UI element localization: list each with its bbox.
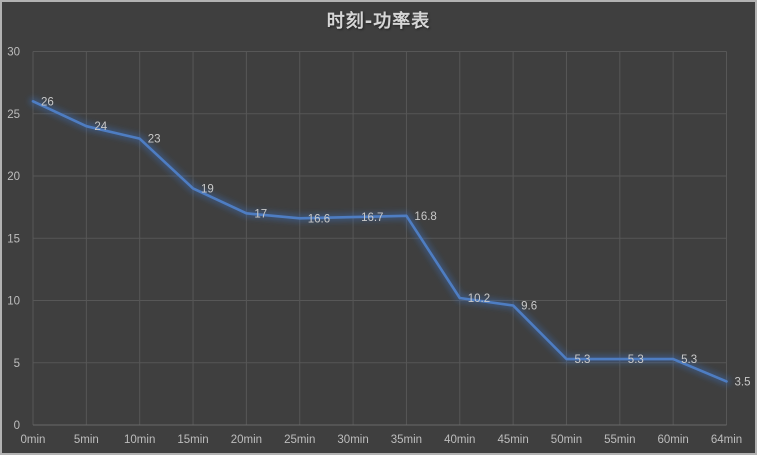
x-axis-tick-label: 20min (231, 434, 262, 446)
data-point-label: 9.6 (521, 300, 537, 312)
y-axis-tick-label: 0 (14, 420, 20, 432)
data-point-label: 5.3 (681, 354, 697, 366)
x-axis-tick-label: 45min (497, 434, 528, 446)
data-point-label: 24 (94, 121, 107, 133)
y-axis-tick-label: 30 (7, 47, 20, 59)
data-point-label: 3.5 (735, 376, 751, 388)
data-point-label: 17 (254, 208, 267, 220)
x-axis-tick-label: 50min (551, 434, 582, 446)
x-axis-tick-label: 60min (657, 434, 688, 446)
x-axis-tick-label: 10min (124, 434, 155, 446)
y-axis-tick-label: 5 (14, 358, 20, 370)
x-axis-tick-label: 55min (604, 434, 635, 446)
data-point-label: 16.7 (361, 212, 383, 224)
x-axis-tick-label: 40min (444, 434, 475, 446)
x-axis-tick-label: 25min (284, 434, 315, 446)
y-axis-tick-label: 10 (7, 296, 20, 308)
data-point-label: 10.2 (468, 293, 490, 305)
data-point-label: 16.8 (414, 211, 436, 223)
y-axis-tick-label: 15 (7, 233, 20, 245)
data-point-label: 5.3 (574, 354, 590, 366)
data-point-label: 19 (201, 183, 214, 195)
y-axis-tick-label: 20 (7, 171, 20, 183)
x-axis-tick-label: 35min (391, 434, 422, 446)
data-point-label: 16.6 (308, 213, 330, 225)
data-point-label: 23 (148, 134, 161, 146)
x-axis-tick-label: 0min (21, 434, 46, 446)
x-axis-tick-label: 64min (711, 434, 742, 446)
series-line-glow (29, 97, 731, 386)
data-point-label: 5.3 (628, 354, 644, 366)
data-point-label: 26 (41, 96, 54, 108)
chart-title: 时刻-功率表 (326, 11, 431, 32)
x-axis-tick-label: 5min (74, 434, 99, 446)
x-axis-tick-label: 15min (177, 434, 208, 446)
series-line (31, 100, 728, 383)
y-axis-tick-label: 25 (7, 109, 20, 121)
x-axis-tick-label: 30min (337, 434, 368, 446)
